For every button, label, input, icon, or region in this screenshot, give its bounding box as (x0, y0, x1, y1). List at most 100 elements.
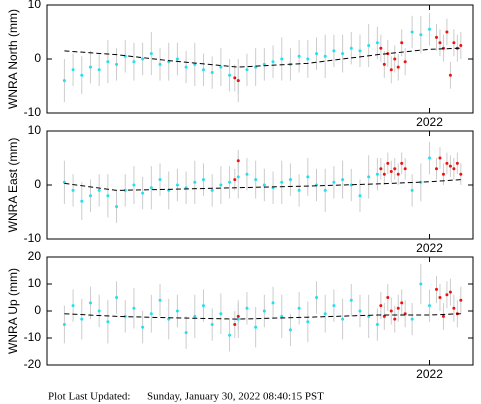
data-point (332, 49, 336, 53)
data-point (452, 306, 456, 310)
data-point (80, 317, 84, 321)
data-point (419, 180, 423, 184)
data-point (71, 304, 75, 308)
data-point (175, 57, 179, 61)
data-point (106, 194, 110, 198)
data-point (428, 304, 432, 308)
data-point (393, 57, 397, 61)
data-point (106, 320, 110, 324)
data-point (349, 46, 353, 50)
data-point (149, 312, 153, 316)
data-point (315, 296, 319, 299)
y-tick-label: -20 (24, 357, 42, 371)
data-point (123, 188, 127, 192)
data-point (306, 320, 310, 324)
data-point (262, 183, 266, 187)
data-point (245, 306, 249, 310)
data-point (271, 60, 275, 64)
data-point (158, 62, 162, 66)
data-point (288, 178, 292, 182)
data-point (219, 65, 223, 69)
x-tick-label: 2022 (416, 115, 443, 129)
data-point (410, 317, 414, 321)
data-point (193, 180, 197, 184)
data-point (306, 57, 310, 61)
data-point (323, 312, 327, 316)
data-point (297, 188, 301, 192)
data-point (88, 194, 92, 198)
data-point (375, 172, 379, 176)
data-point (393, 167, 397, 171)
data-point (141, 191, 145, 195)
data-point (379, 304, 383, 308)
y-tick-label: 0 (34, 51, 41, 65)
data-point (400, 301, 404, 305)
data-point (233, 178, 237, 182)
data-point (445, 30, 449, 34)
data-point (201, 178, 205, 182)
data-point (441, 314, 445, 318)
data-point (332, 304, 336, 308)
data-point (80, 73, 84, 77)
data-point (341, 317, 345, 321)
data-point (167, 317, 171, 321)
data-point (386, 161, 390, 165)
model-line (64, 179, 461, 191)
data-point (233, 323, 237, 326)
data-point (158, 178, 162, 182)
data-point (115, 296, 119, 299)
data-point (228, 333, 232, 337)
data-point (400, 41, 404, 45)
y-axis-label: WNRA East (mm) (6, 138, 20, 233)
data-point (132, 60, 136, 64)
data-point (367, 44, 371, 47)
data-point (184, 331, 188, 335)
data-point (254, 178, 258, 182)
y-tick-label: -10 (24, 231, 42, 245)
data-point (97, 309, 101, 313)
data-point (445, 161, 449, 165)
data-point (419, 282, 423, 286)
data-point (262, 309, 266, 313)
data-point (445, 293, 449, 297)
data-point (367, 175, 371, 179)
data-point (210, 323, 214, 326)
data-point (459, 172, 463, 176)
y-tick-label: -10 (24, 330, 42, 344)
plot-frame (46, 256, 474, 366)
data-point (149, 186, 153, 190)
data-point (452, 167, 456, 171)
data-point (379, 46, 383, 50)
data-point (386, 296, 390, 299)
plot-frame (46, 4, 474, 114)
data-point (341, 178, 345, 182)
y-axis-label: WNRA Up (mm) (6, 268, 20, 354)
x-tick-label: 2022 (416, 241, 443, 255)
data-point (193, 314, 197, 318)
data-point (358, 194, 362, 198)
data-point (375, 323, 379, 326)
data-point (233, 76, 237, 80)
data-point (382, 62, 386, 66)
data-point (88, 65, 92, 69)
y-tick-label: 10 (28, 123, 42, 137)
y-tick-label: 10 (28, 0, 42, 11)
data-point (254, 325, 258, 329)
data-point (434, 287, 438, 291)
data-point (358, 49, 362, 53)
model-line (64, 313, 461, 320)
data-point (193, 62, 197, 66)
data-point (236, 314, 240, 318)
data-point (448, 290, 452, 294)
data-point (219, 183, 223, 187)
data-point (428, 27, 432, 31)
data-point (149, 52, 153, 56)
data-point (236, 175, 240, 179)
data-point (97, 68, 101, 72)
data-point (410, 30, 414, 34)
data-point (245, 172, 249, 176)
data-point (184, 65, 188, 69)
y-axis-label: WNRA North (mm) (6, 9, 20, 109)
data-point (403, 312, 407, 316)
